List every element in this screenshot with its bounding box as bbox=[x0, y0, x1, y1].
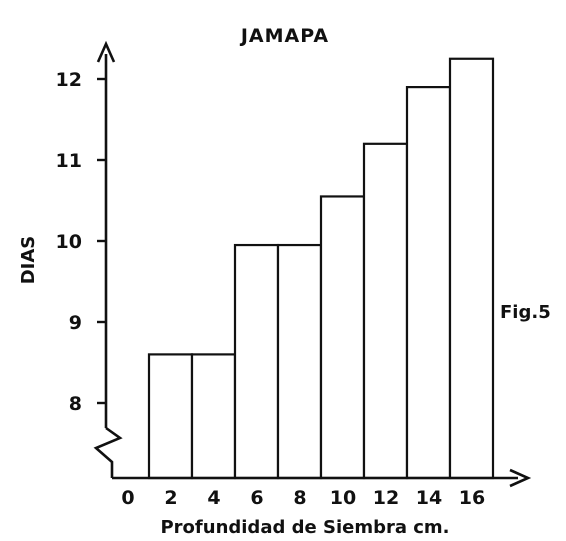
x-tick-label-14: 14 bbox=[416, 487, 442, 509]
x-tick-label-12: 12 bbox=[373, 487, 399, 509]
y-tick-label-10: 10 bbox=[56, 231, 82, 253]
x-tick-label-16: 16 bbox=[459, 487, 485, 509]
bar-depth-2 bbox=[147, 353, 194, 480]
x-tick-label-0: 0 bbox=[121, 487, 134, 509]
bar-depth-16 bbox=[448, 57, 495, 480]
bar-depth-10 bbox=[319, 195, 366, 480]
y-ticks: 8 9 10 11 12 bbox=[56, 69, 106, 415]
x-tick-label-8: 8 bbox=[293, 487, 306, 509]
bar-depth-6 bbox=[233, 243, 280, 480]
y-axis-arrow bbox=[96, 40, 116, 63]
x-tick-label-2: 2 bbox=[164, 487, 177, 509]
x-tick-label-4: 4 bbox=[207, 487, 220, 509]
x-tick-label-10: 10 bbox=[330, 487, 356, 509]
y-tick-label-12: 12 bbox=[56, 69, 82, 91]
bars bbox=[147, 57, 495, 480]
bar-depth-12 bbox=[362, 142, 409, 480]
bar-depth-4 bbox=[190, 353, 237, 480]
chart-title: JAMAPA bbox=[239, 25, 329, 47]
bar-depth-8 bbox=[276, 243, 323, 480]
x-axis-label: Profundidad de Siembra cm. bbox=[160, 517, 449, 538]
y-tick-label-9: 9 bbox=[69, 312, 82, 334]
x-ticks: 0 2 4 6 8 10 12 14 16 bbox=[121, 487, 485, 509]
y-axis-label: DIAS bbox=[18, 236, 39, 285]
x-axis-arrow bbox=[509, 468, 532, 488]
bar-depth-14 bbox=[405, 85, 452, 480]
y-axis bbox=[93, 40, 123, 478]
y-tick-label-8: 8 bbox=[69, 393, 82, 415]
x-tick-label-6: 6 bbox=[250, 487, 263, 509]
y-axis-break bbox=[93, 426, 123, 478]
figure-label: Fig.5 bbox=[500, 302, 551, 323]
x-axis bbox=[112, 468, 532, 488]
y-tick-label-11: 11 bbox=[56, 150, 82, 172]
